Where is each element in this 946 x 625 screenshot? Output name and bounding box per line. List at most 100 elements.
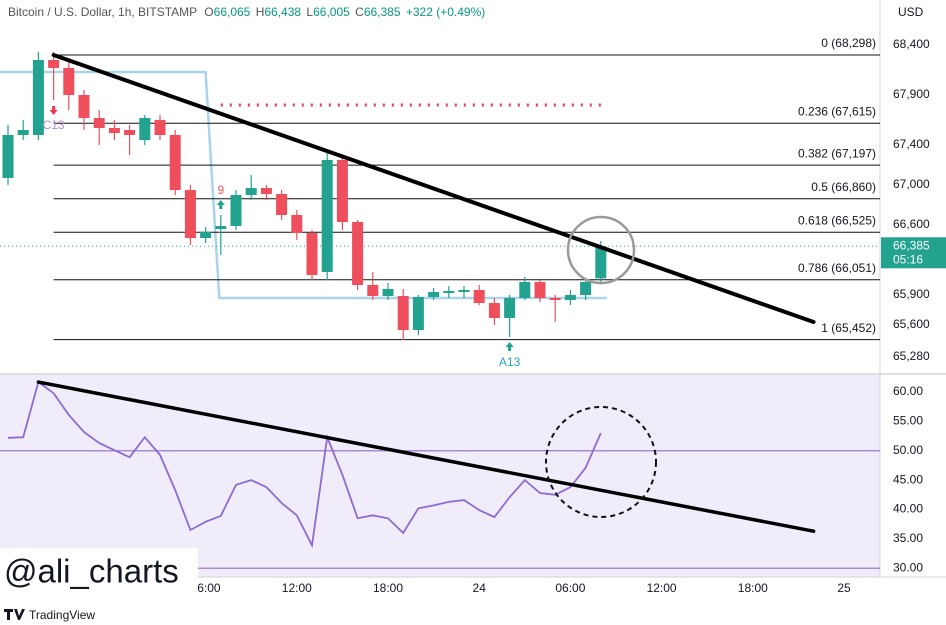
candle-body [17,130,29,135]
candle-body [443,291,455,293]
x-tick-label: 18:00 [738,581,768,595]
candle-body [2,135,14,178]
y-tick-label: 60.00 [893,384,923,398]
ohlc-key: H [256,5,265,19]
signal-arrow [216,200,225,209]
fib-label: 1 (65,452) [821,321,876,335]
x-tick-label: 12:00 [282,581,312,595]
ohlc-key: C [355,5,364,19]
candle-body [108,128,120,133]
candle-body [458,290,470,292]
ohlc-value: 66,065 [214,5,251,19]
fib-label: 0.618 (66,525) [798,213,876,227]
price-pane: 0 (68,298) 0.236 (67,615) 0.382 (67,197) 0.… [0,36,880,351]
candle-body [549,298,561,300]
candle-body [184,190,196,238]
fib-label: 0.5 (66,860) [811,180,876,194]
y-tick-label: 65,900 [893,287,930,301]
candle-body [564,295,576,300]
signal-arrow [505,342,514,351]
symbol: Bitcoin / U.S. Dollar, 1h, BITSTAMP [8,5,197,19]
candle-body [473,290,485,303]
last-price-label: 66,385 [893,238,930,252]
fib-label: 0.786 (66,051) [798,261,876,275]
candle-body [139,118,151,140]
ohlc-value: 66,385 [364,5,401,19]
countdown: 05:16 [893,252,923,266]
candle-body [367,285,379,296]
header: Bitcoin / U.S. Dollar, 1h, BITSTAMP O66,… [8,5,485,19]
signal-arrow [49,106,58,115]
candle-body [260,188,272,194]
candle-body [412,297,424,330]
candle-body [200,232,212,238]
y-tick-label: 67,400 [893,137,930,151]
y-tick-label: 68,400 [893,37,930,51]
candle-body [580,282,592,295]
fib-label: 0.382 (67,197) [798,146,876,160]
candle-body [93,118,105,128]
signal-label: A13 [499,355,521,369]
ohlc-value: 66,438 [264,5,301,19]
y-tick-label: 65,280 [893,349,930,363]
highlight-circle [566,215,636,285]
candle-body [291,215,303,233]
x-tick-label: 12:00 [647,581,677,595]
x-tick-label: 18:00 [373,581,403,595]
candle-body [321,160,333,272]
x-tick-label: 24 [473,581,487,595]
candle-body [63,68,75,95]
y-tick-label: 65,600 [893,317,930,331]
candle-body [534,282,546,298]
trendline [51,53,816,324]
candle-body [306,233,318,275]
candle-body [352,222,364,285]
y-tick-label: 30.00 [893,560,923,574]
candle-body [595,246,607,279]
brand-logo [4,609,25,620]
currency: USD [898,5,924,19]
y-tick-label: 55.00 [893,414,923,428]
candle-body [32,60,44,135]
change: +322 (+0.49%) [406,5,485,19]
signal-label: 9 [217,183,224,197]
candle-body [230,195,242,226]
y-tick-label: 45.00 [893,472,923,486]
watermark: @ali_charts [4,553,179,590]
candle-body [428,292,440,297]
y-tick-label: 40.00 [893,502,923,516]
candle-body [397,296,409,330]
candle-body [78,95,90,118]
candle-body [245,188,257,195]
watermark-box [0,548,198,598]
x-tick-label: 06:00 [555,581,585,595]
y-tick-label: 50.00 [893,443,923,457]
candle-body [382,289,394,296]
x-tick-label: 25 [837,581,851,595]
candle-body [48,60,60,68]
candle-body [154,120,166,135]
highlight-circle [545,406,657,518]
last-price-tag [881,237,946,269]
y-tick-label: 67,000 [893,177,930,191]
candle-body [124,130,136,135]
ohlc-key: L [306,5,313,19]
rsi-pane [0,375,880,577]
ohlc-value: 66,005 [313,5,350,19]
y-tick-label: 35.00 [893,531,923,545]
candle-body [215,226,227,229]
brand: TradingView [29,608,95,622]
candle-body [504,298,516,318]
candle-body [276,194,288,215]
y-tick-label: 67,900 [893,87,930,101]
fib-label: 0.236 (67,615) [798,104,876,118]
candle-body [519,282,531,298]
y-tick-label: 66,600 [893,217,930,231]
trendline [36,380,816,533]
rsi-line [7,380,602,549]
candle-body [169,135,181,190]
signal-label: C13 [43,118,65,132]
candle-body [488,303,500,318]
axes: 06:00 12:00 18:00 24 06:00 12:00 18:00 25 68,400… [191,37,946,595]
